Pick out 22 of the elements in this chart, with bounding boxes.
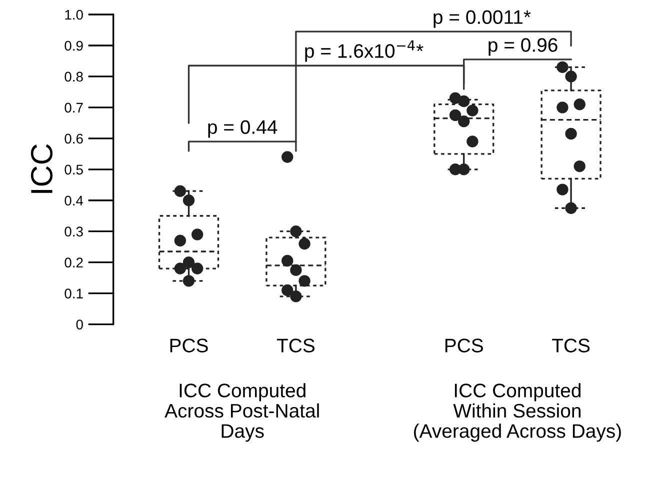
annotation: p = 0.0011* <box>434 10 531 28</box>
x-tick-label: TCS <box>276 338 314 352</box>
annotation: p = 0.96 <box>488 38 558 56</box>
annotation: p = 1.6x10$^{−4}$* <box>305 40 424 62</box>
y-tick-label: 0.3 <box>64 226 83 237</box>
text: ICC Computed Within Session (Averaged Across Days) <box>414 383 621 442</box>
y-tick-label: 0.1 <box>64 288 83 298</box>
x-tick-label: PCS <box>445 338 483 352</box>
text: ICC Computed Across Post-Natal Days <box>164 383 319 442</box>
y-tick-label: 0 <box>76 320 83 330</box>
x-tick-label: PCS <box>170 338 208 352</box>
y-tick-label: 0.9 <box>64 40 83 51</box>
y-tick-label: 0.7 <box>64 102 83 113</box>
y-tick-label: 1.0 <box>65 10 83 20</box>
y-tick-label: 0.8 <box>64 72 83 82</box>
y-tick-label: 0.5 <box>64 164 83 175</box>
annotation: p = 0.44 <box>208 120 278 138</box>
x-tick-label: TCS <box>552 338 590 352</box>
y-tick-label: 0.6 <box>64 134 83 144</box>
y-axis-title: ICC <box>30 144 53 193</box>
y-tick-label: 0.2 <box>64 258 83 268</box>
y-tick-label: 0.4 <box>64 196 84 206</box>
